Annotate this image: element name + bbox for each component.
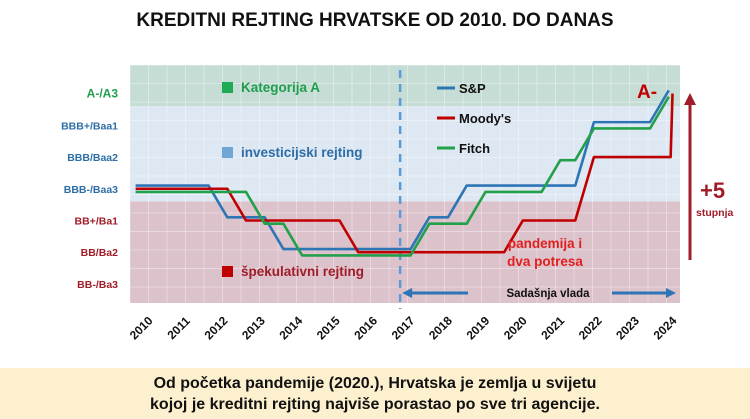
x-tick-label: 2024 — [651, 313, 680, 342]
y-tick-label: BBB-/Baa3 — [64, 184, 118, 196]
x-tick-label: 2023 — [613, 313, 642, 342]
x-tick-label: 2010 — [127, 313, 156, 342]
x-tick-label: 2015 — [314, 313, 343, 342]
band-1 — [130, 106, 680, 202]
series-line-moodys — [135, 93, 674, 254]
x-tick-label: 2013 — [239, 313, 268, 342]
y-tick-label: BBB+/Baa1 — [61, 120, 118, 132]
series-line-sp — [135, 89, 670, 251]
caption-line-2: kojoj je kreditni rejting najviše porast… — [150, 396, 600, 413]
y-tick-label: BBB/Baa2 — [67, 152, 118, 164]
band-swatch-2 — [222, 266, 233, 277]
y-tick-label: BB-/Ba3 — [77, 279, 118, 291]
caption-box: Od početka pandemije (2020.), Hrvatska j… — [0, 368, 750, 419]
event-label-2: dva potresa — [507, 254, 583, 269]
y-tick-label: A-/A3 — [87, 87, 119, 101]
legend-label: Fitch — [459, 141, 490, 156]
band-0 — [130, 65, 680, 107]
y-tick-label: BB+/Ba1 — [75, 215, 119, 227]
increase-value: +5 — [700, 178, 725, 203]
x-tick-label: 2014 — [276, 313, 305, 342]
x-tick-label: 2022 — [576, 313, 605, 342]
band-label-2: špekulativni rejting — [241, 264, 364, 279]
legend-label: S&P — [459, 81, 486, 96]
x-tick-label: 2019 — [464, 313, 493, 342]
end-rating-label: A- — [637, 82, 657, 103]
x-tick-label: 2021 — [538, 313, 567, 342]
x-tick-label: 2012 — [202, 313, 231, 342]
x-tick-label: 2018 — [426, 313, 455, 342]
x-tick-label: 2016 — [351, 313, 380, 342]
arrow-left-head — [402, 288, 413, 298]
government-label: Sadašnja vlada — [506, 288, 590, 300]
increase-arrow-head — [684, 93, 696, 105]
increase-sub: stupnja — [696, 207, 733, 219]
y-tick-label: BB/Ba2 — [81, 247, 119, 259]
arrow-right-head — [666, 288, 676, 298]
caption-line-1: Od početka pandemije (2020.), Hrvatska j… — [153, 375, 597, 392]
event-label-1: pandemija i — [508, 236, 582, 251]
series-line-fitch — [135, 96, 670, 257]
band-swatch-1 — [222, 147, 233, 158]
legend-label: Moody's — [459, 111, 511, 126]
band-label-1: investicijski rejting — [241, 145, 363, 160]
x-tick-label: 2020 — [501, 313, 530, 342]
x-tick-label: 2017 — [389, 313, 418, 342]
band-label-0: Kategorija A — [241, 80, 320, 95]
x-tick-label: 2011 — [164, 314, 193, 343]
rating-chart: Kategorija A investicijski rejting špekula… — [61, 64, 733, 343]
chart-title: KREDITNI REJTING HRVATSKE OD 2010. DO DA… — [136, 10, 614, 31]
band-swatch-0 — [222, 82, 233, 93]
